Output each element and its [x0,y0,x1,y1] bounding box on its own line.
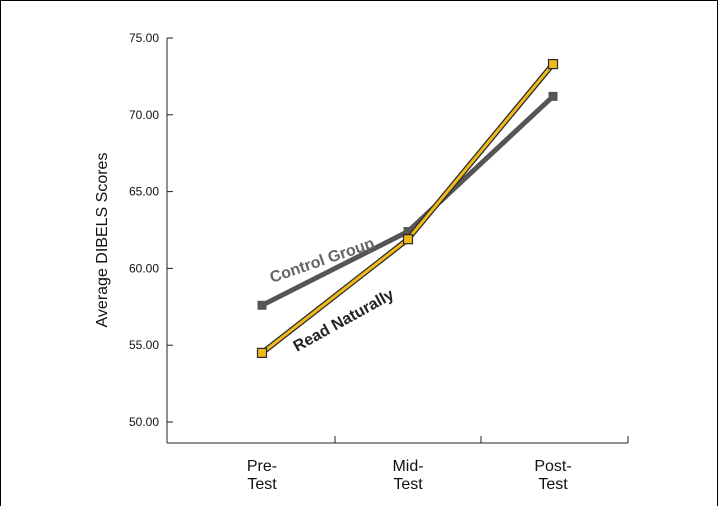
x-tick-label: Test [393,476,423,493]
series-line [261,63,555,355]
data-point [548,91,558,101]
data-point [403,227,413,237]
y-axis-title: Average DIBELS Scores [94,153,111,328]
y-tick-label: 75.00 [129,31,159,45]
x-tick-label: Test [538,476,568,493]
series-line-outline [260,62,556,356]
y-tick-label: 55.00 [129,338,159,352]
data-point [547,59,559,70]
x-tick-label: Mid- [392,458,423,475]
x-tick-label: Pre- [247,458,277,475]
data-point [257,300,267,310]
y-tick-label: 65.00 [129,185,159,199]
x-tick-label: Post- [534,458,571,475]
y-tick-label: 60.00 [129,261,159,275]
data-point [402,234,414,245]
data-point [256,347,268,358]
series-layer [256,59,559,358]
x-tick-label: Test [247,476,277,493]
axes: 50.0055.0060.0065.0070.0075.00Pre-TestMi… [94,31,629,493]
y-tick-label: 50.00 [129,415,159,429]
y-tick-label: 70.00 [129,108,159,122]
